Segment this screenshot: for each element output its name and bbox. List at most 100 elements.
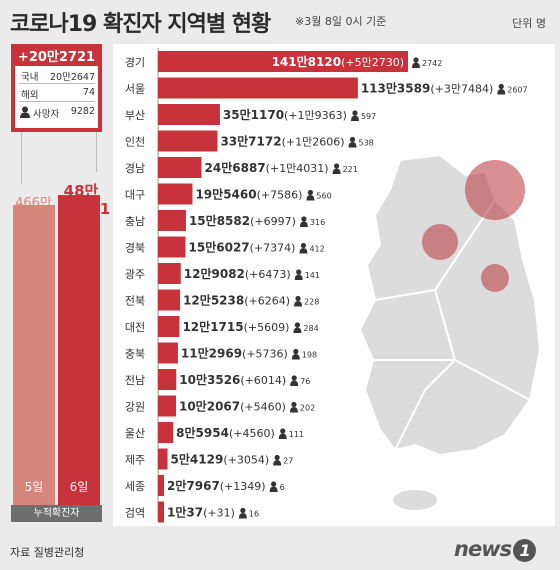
- region-deaths: 6: [280, 483, 285, 492]
- region-bar: [158, 289, 181, 311]
- chart-title: 코로나19 확진자 지역별 현황: [10, 12, 271, 37]
- region-deaths: 2742: [422, 59, 442, 68]
- region-value-label: 10만3526(+6014): [179, 372, 286, 387]
- cumulative-chart: 5일 6일: [13, 195, 100, 505]
- person-icon: [269, 481, 278, 492]
- region-total: 141만8120: [272, 54, 342, 69]
- logo-text: news: [454, 537, 512, 561]
- region-value-label: 2만7967(+1349): [167, 478, 266, 493]
- region-label: 전북: [125, 295, 145, 308]
- source-note: 자료 질병관리청: [10, 546, 85, 559]
- region-value-label: 35만1170(+1만9363): [223, 107, 347, 122]
- region-bar: [158, 448, 168, 470]
- region-total: 33만7172: [220, 134, 281, 149]
- region-total: 11만2969: [181, 346, 242, 361]
- region-deaths: 141: [305, 271, 320, 280]
- region-label: 부산: [125, 109, 145, 122]
- region-deaths: 202: [300, 404, 315, 413]
- region-bar: [158, 210, 186, 231]
- region-deaths: 198: [302, 351, 317, 360]
- cumulative-bar: [13, 205, 55, 505]
- region-label: 경기: [125, 56, 145, 69]
- person-icon: [412, 57, 420, 68]
- region-label: 세종: [125, 480, 145, 493]
- region-bar: [158, 263, 181, 284]
- region-deaths: 76: [300, 377, 310, 386]
- person-icon: [20, 106, 30, 118]
- person-icon: [238, 507, 247, 519]
- region-increase: (+7586): [257, 189, 303, 202]
- region-bar: [158, 236, 186, 258]
- region-total: 19만5460: [195, 187, 256, 202]
- region-increase: (+1만9363): [284, 109, 347, 122]
- region-deaths: 221: [343, 165, 358, 174]
- region-value-label: 19만5460(+7586): [195, 187, 302, 202]
- region-increase: (+7374): [250, 242, 296, 255]
- region-label: 광주: [125, 268, 145, 281]
- region-bar: [158, 77, 358, 99]
- region-increase: (+5609): [244, 321, 290, 334]
- region-total: 35만1170: [223, 107, 284, 122]
- region-bar: [158, 475, 164, 496]
- region-value-label: 8만5954(+4560): [176, 425, 275, 440]
- region-increase: (+6014): [240, 374, 286, 387]
- region-deaths: 228: [304, 298, 319, 307]
- person-icon: [348, 136, 357, 148]
- region-total: 12만5238: [183, 293, 244, 308]
- logo-mark: 1: [513, 539, 537, 562]
- person-icon: [350, 110, 359, 121]
- connector-line: [96, 132, 97, 172]
- region-label: 제주: [125, 454, 145, 467]
- person-icon: [306, 189, 315, 201]
- region-total: 8만5954: [176, 425, 229, 440]
- region-label: 울산: [125, 427, 145, 440]
- region-label: 대구: [125, 189, 145, 202]
- summary-box: +20만2721 국내 20만2647 해외 74 사망자 9282: [11, 44, 102, 132]
- region-bar: [158, 183, 193, 205]
- region-bar: [158, 422, 174, 443]
- region-value-label: 24만6887(+1만4031): [205, 160, 329, 175]
- person-icon: [294, 269, 303, 280]
- region-bar: [158, 342, 178, 364]
- region-value-label: 141만8120(+5만2730): [272, 54, 404, 69]
- region-value-label: 113만3589(+3만7484): [361, 81, 493, 96]
- region-value-label: 12만1715(+5609): [182, 319, 289, 334]
- region-deaths: 27: [283, 457, 293, 466]
- person-icon: [273, 454, 282, 466]
- region-increase: (+31): [203, 507, 235, 520]
- region-chart: 경기 141만8120(+5만2730) 2742 서울 113만3589(+3만748…: [125, 48, 528, 523]
- domestic-value: 20만2647: [49, 72, 95, 83]
- region-increase: (+6473): [245, 268, 291, 281]
- region-increase: (+4560): [229, 427, 275, 440]
- unit-label: 단위 명: [512, 17, 546, 30]
- region-total: 10만2067: [179, 399, 240, 414]
- region-label: 인천: [125, 135, 145, 149]
- region-label: 충남: [125, 215, 145, 228]
- region-increase: (+5736): [242, 348, 288, 361]
- person-icon: [299, 216, 308, 227]
- region-value-label: 11만2969(+5736): [181, 346, 288, 361]
- region-deaths: 538: [359, 139, 374, 148]
- region-increase: (+3054): [223, 454, 269, 467]
- region-deaths: 412: [309, 245, 324, 254]
- cumulative-footer: 누적확진자: [11, 505, 102, 522]
- person-icon: [293, 322, 302, 333]
- region-total: 2만7967: [167, 478, 220, 493]
- region-value-label: 15만8582(+6997): [189, 213, 296, 228]
- total-new-cases: +20만2721: [17, 50, 96, 65]
- region-increase: (+5460): [240, 401, 286, 414]
- region-deaths: 597: [361, 112, 376, 121]
- summary-details: 국내 20만2647 해외 74 사망자 9282: [15, 66, 98, 128]
- region-label: 전남: [125, 374, 145, 387]
- region-label: 서울: [125, 83, 145, 96]
- region-deaths: 284: [303, 324, 318, 333]
- region-increase: (+6997): [250, 215, 296, 228]
- region-total: 10만3526: [179, 372, 240, 387]
- region-deaths: 111: [289, 430, 304, 439]
- deaths-label: 사망자: [33, 109, 60, 120]
- region-increase: (+6264): [244, 295, 290, 308]
- person-icon: [332, 163, 341, 174]
- korea-map: [358, 153, 542, 510]
- region-deaths: 560: [316, 192, 331, 201]
- region-deaths: 316: [310, 218, 325, 227]
